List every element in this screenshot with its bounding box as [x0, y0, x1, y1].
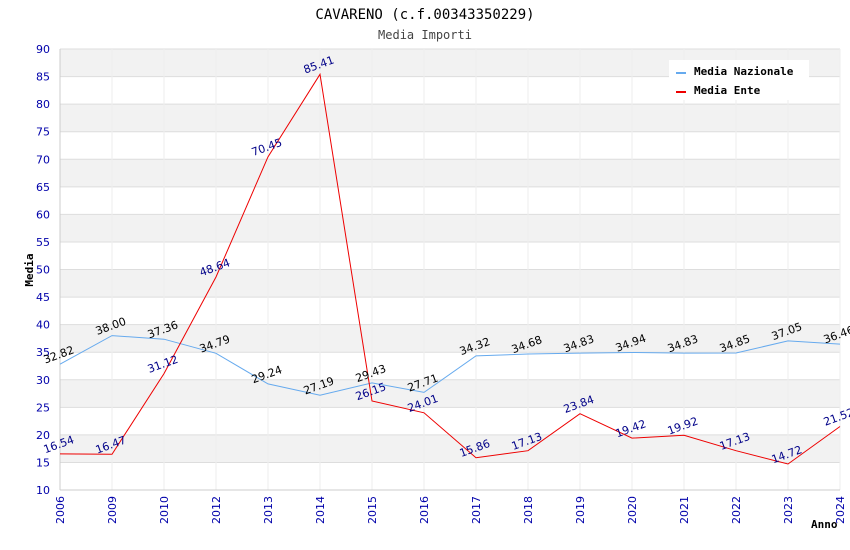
data-label: 19.92	[666, 415, 700, 438]
y-tick-labels: 10 15 20 25 30 35 40 45 50 55 60 65 70 75 80 85 90	[36, 43, 50, 497]
y-tick-label: 70	[36, 153, 50, 166]
grid-band	[60, 269, 840, 298]
legend-label-media-nazionale: Media Nazionale	[694, 65, 794, 78]
x-tick-label: 2006	[54, 496, 67, 524]
series-lines	[59, 72, 841, 465]
grid-band	[60, 159, 840, 187]
y-tick-label: 40	[36, 319, 50, 332]
x-tick-label: 2019	[574, 496, 587, 524]
x-tick-label: 2024	[834, 496, 847, 524]
x-tick-label: 2021	[678, 496, 691, 524]
y-tick-label: 90	[36, 43, 50, 56]
x-tick-label: 2013	[262, 496, 275, 524]
chart-subtitle: Media Importi	[378, 28, 472, 42]
grid-band	[60, 434, 840, 463]
grid-bands	[60, 49, 840, 463]
grid-band	[60, 324, 840, 353]
series-line-media-ente	[59, 72, 841, 465]
y-tick-label: 65	[36, 181, 50, 194]
y-tick-label: 80	[36, 98, 50, 111]
y-axis-label: Media	[23, 253, 36, 286]
x-tick-label: 2014	[314, 496, 327, 524]
x-tick-label: 2023	[782, 496, 795, 524]
x-tick-label: 2018	[522, 496, 535, 524]
y-tick-label: 25	[36, 401, 50, 414]
x-tick-label: 2012	[210, 496, 223, 524]
legend-label-media-ente: Media Ente	[694, 84, 761, 97]
data-label: 70.45	[250, 136, 284, 159]
x-tick-label: 2009	[106, 496, 119, 524]
x-tick-label: 2015	[366, 496, 379, 524]
x-tick-label: 2016	[418, 496, 431, 524]
x-tick-labels: 2006 2009 2010 2012 2013 2014 2015 2016 2017 2018…	[54, 496, 847, 524]
chart-title: CAVARENO (c.f.00343350229)	[315, 7, 534, 23]
y-tick-label: 45	[36, 291, 50, 304]
x-tick-label: 2020	[626, 496, 639, 524]
y-tick-label: 50	[36, 264, 50, 277]
y-tick-label: 20	[36, 429, 50, 442]
y-tick-label: 55	[36, 236, 50, 249]
grid-lines	[59, 48, 841, 491]
x-tick-label: 2017	[470, 496, 483, 524]
y-tick-label: 60	[36, 208, 50, 221]
x-tick-label: 2010	[158, 496, 171, 524]
y-tick-label: 35	[36, 346, 50, 359]
data-label: 31.12	[146, 353, 180, 376]
grid-band	[60, 104, 840, 132]
y-tick-label: 10	[36, 484, 50, 497]
y-tick-label: 75	[36, 126, 50, 139]
legend-box	[669, 60, 809, 100]
y-tick-label: 15	[36, 456, 50, 469]
x-axis-label: Anno	[811, 518, 838, 531]
grid-band	[60, 214, 840, 242]
grid-band	[60, 379, 840, 408]
y-tick-label: 85	[36, 71, 50, 84]
series-line-media-nazionale	[59, 335, 841, 396]
legend: Media Nazionale Media Ente	[669, 60, 809, 100]
axes	[59, 49, 840, 491]
data-label: 21.52	[822, 406, 850, 429]
x-tick-label: 2022	[730, 496, 743, 524]
y-tick-label: 30	[36, 374, 50, 387]
